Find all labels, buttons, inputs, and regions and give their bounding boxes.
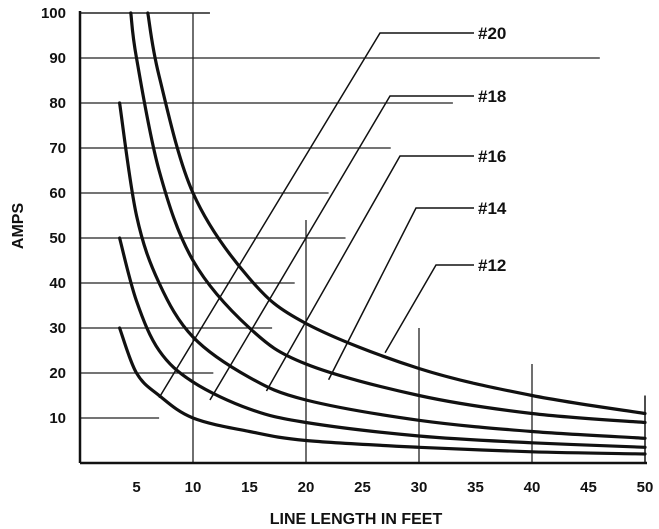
y-tick-label: 80 (49, 95, 66, 112)
series-curve-3 (118, 101, 647, 440)
grid-lines (80, 12, 646, 463)
y-tick-label: 90 (49, 50, 66, 67)
leader-line-5 (384, 264, 474, 354)
x-tick-label: 5 (132, 479, 140, 496)
leader-line-1 (158, 32, 474, 399)
leader-line-2 (209, 95, 474, 401)
y-axis-title: AMPS (10, 203, 27, 250)
series-labels: #20 #18 #16 #14 #12 (478, 24, 507, 275)
x-axis-title: LINE LENGTH IN FEET (270, 511, 443, 528)
x-tick-label: 45 (580, 479, 597, 496)
series-label-4: #14 (478, 199, 507, 218)
x-tick-labels: 5 10 15 20 25 30 35 40 45 50 (132, 479, 653, 496)
x-tick-label: 15 (241, 479, 258, 496)
x-tick-label: 30 (411, 479, 428, 496)
x-tick-label: 50 (637, 479, 654, 496)
series-label-1: #20 (478, 24, 506, 43)
axes (78, 11, 647, 465)
y-tick-label: 70 (49, 140, 66, 157)
y-tick-label: 100 (41, 5, 66, 22)
leader-line-4 (327, 207, 474, 381)
series-leader-lines (158, 32, 474, 401)
x-tick-label: 20 (298, 479, 315, 496)
series-curve-2 (118, 236, 647, 449)
y-tick-label: 50 (49, 230, 66, 247)
series-curve-4 (129, 11, 647, 425)
y-tick-labels: 10 20 30 40 50 60 70 80 90 100 (41, 5, 66, 427)
x-tick-label: 10 (185, 479, 202, 496)
y-tick-label: 40 (49, 275, 66, 292)
series-curve-5 (146, 11, 647, 416)
y-tick-label: 30 (49, 320, 66, 337)
series-curve-1 (118, 326, 647, 456)
x-tick-label: 35 (467, 479, 484, 496)
series-label-5: #12 (478, 256, 506, 275)
y-tick-label: 20 (49, 365, 66, 382)
x-tick-label: 25 (354, 479, 371, 496)
x-tick-label: 40 (524, 479, 541, 496)
series-curves (118, 11, 647, 456)
y-tick-label: 10 (49, 410, 66, 427)
leader-line-3 (265, 155, 474, 392)
y-tick-label: 60 (49, 185, 66, 202)
series-label-2: #18 (478, 87, 506, 106)
series-label-3: #16 (478, 147, 506, 166)
